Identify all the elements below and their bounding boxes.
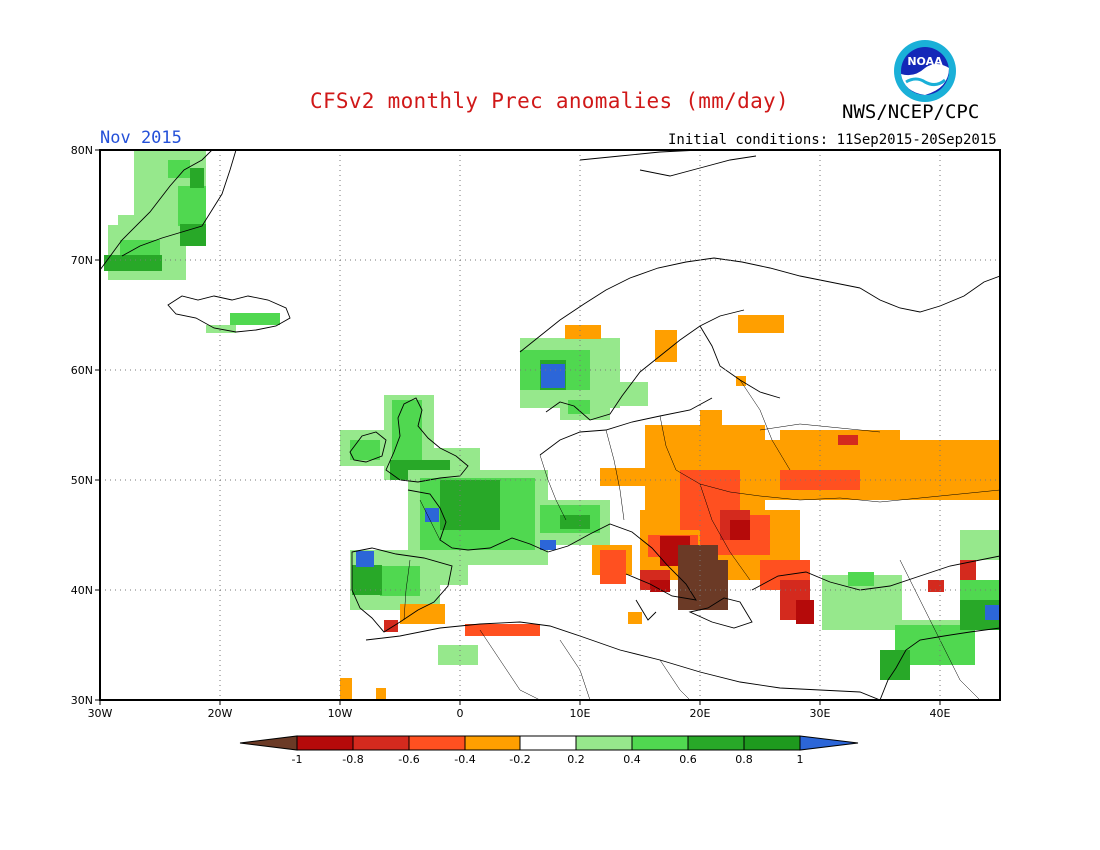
colorbar-segment-above-max [799,735,859,751]
colorbar-segment-below-min [239,735,298,751]
colorbar-label: 0.6 [679,753,697,766]
colorbar-label: 0.2 [567,753,585,766]
lon-label-40e: 40E [930,707,951,720]
colorbar-segment [296,735,354,751]
noaa-logo-text: NOAA [907,55,943,68]
lat-label-60n: 60N [71,364,93,377]
colorbar-label: 1 [797,753,804,766]
colorbar-label: -0.2 [509,753,530,766]
colorbar-label: -0.8 [342,753,363,766]
colorbar-segment [464,735,521,751]
colorbar-labels: -1 -0.8 -0.6 -0.4 -0.2 0.2 0.4 0.6 0.8 1 [292,753,804,766]
colorbar-label: -0.6 [398,753,419,766]
colorbar-segment [743,735,801,751]
forecast-month: Nov 2015 [100,128,182,148]
lon-label-30w: 30W [88,707,113,720]
lat-label-80n: 80N [71,144,93,157]
noaa-logo: NOAA [894,40,956,102]
lat-label-40n: 40N [71,584,93,597]
colorbar-label: 0.4 [623,753,641,766]
lat-label-50n: 50N [71,474,93,487]
lon-label-10e: 10E [570,707,591,720]
colorbar-label: -1 [292,753,303,766]
colorbar-label: -0.4 [454,753,475,766]
latitude-labels: 30N 40N 50N 60N 70N 80N [71,144,93,707]
longitude-labels: 30W 20W 10W 0 10E 20E 30E 40E [88,707,951,720]
colorbar-segment [519,735,577,751]
chart-title: CFSv2 monthly Prec anomalies (mm/day) [310,89,789,113]
lat-label-70n: 70N [71,254,93,267]
colorbar-segment [352,735,410,751]
lon-label-30e: 30E [810,707,831,720]
lat-label-30n: 30N [71,694,93,707]
axis-ticks [95,149,941,705]
colorbar-segment [575,735,633,751]
lon-label-20w: 20W [208,707,233,720]
colorbar [239,735,859,751]
map-frame [99,149,1001,701]
colorbar-segment [631,735,689,751]
lon-label-20e: 20E [690,707,711,720]
colorbar-segment [687,735,745,751]
colorbar-label: 0.8 [735,753,753,766]
coastlines [100,150,1000,700]
graticule [100,150,1000,700]
anomaly-field [104,150,1000,700]
lon-label-0: 0 [457,707,464,720]
agency-label: NWS/NCEP/CPC [842,101,980,123]
initial-conditions: Initial conditions: 11Sep2015-20Sep2015 [668,132,997,148]
colorbar-segment [408,735,466,751]
lon-label-10w: 10W [328,707,353,720]
